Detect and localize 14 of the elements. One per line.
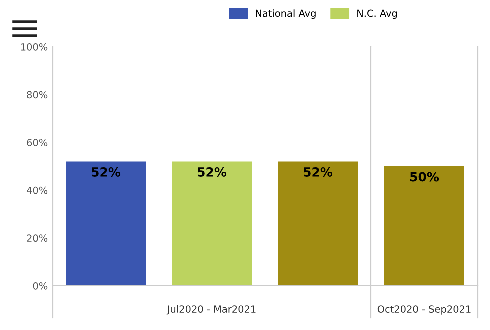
y-tick-label: 100% — [21, 43, 48, 51]
data-label: 52% — [304, 167, 333, 177]
y-tick-label: 40% — [27, 186, 48, 194]
legend-label: N.C. Avg — [358, 10, 398, 20]
data-label: 52% — [198, 167, 227, 177]
y-tick-label: 60% — [27, 139, 48, 146]
y-tick-label: 20% — [27, 234, 48, 242]
x-tick-label: Jul2020 - Mar2021 — [166, 305, 256, 315]
y-tick-label: 0% — [33, 282, 48, 290]
data-label: 50% — [410, 172, 440, 182]
y-tick-label: 80% — [27, 91, 48, 99]
legend-label: National Avg — [256, 10, 316, 20]
x-tick-label: Oct2020 - Sep2021 — [378, 306, 471, 315]
data-label: 52% — [92, 167, 121, 177]
